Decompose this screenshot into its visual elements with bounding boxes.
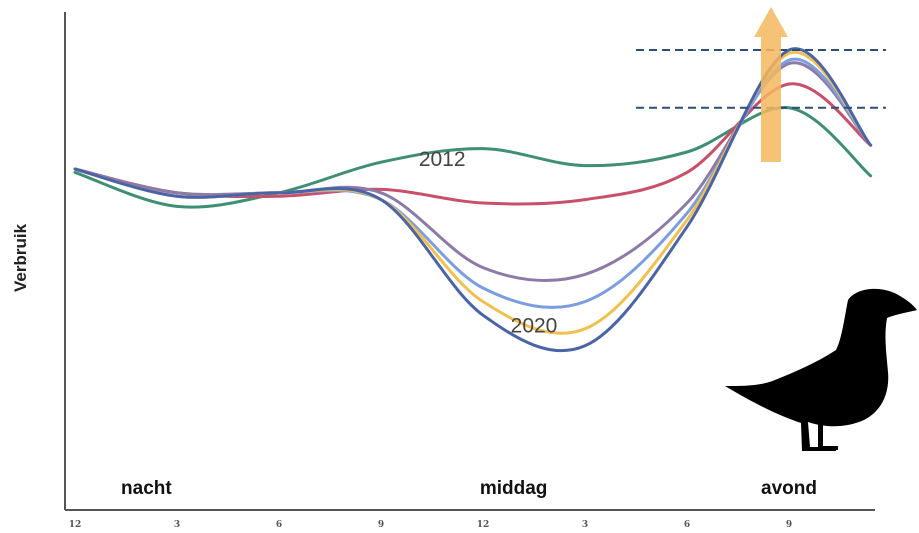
series-line-1 bbox=[73, 106, 873, 209]
x-tick-label: 9 bbox=[786, 520, 792, 530]
series-layer bbox=[73, 47, 873, 353]
year-annotation: 2020 bbox=[511, 314, 558, 337]
x-tick-label: 3 bbox=[582, 520, 588, 530]
year-annotations: 2012 2020 bbox=[419, 148, 558, 338]
up-arrow-icon bbox=[754, 7, 788, 162]
x-tick-label: 6 bbox=[684, 520, 690, 530]
series-line-4 bbox=[73, 57, 873, 309]
duck-icon bbox=[725, 288, 917, 451]
series-line-3 bbox=[73, 61, 873, 283]
period-labels: nacht middag avond bbox=[121, 478, 817, 499]
year-annotation: 2012 bbox=[419, 148, 466, 171]
x-tick-labels: 12 3 6 9 12 3 6 9 bbox=[69, 520, 792, 530]
x-tick-label: 9 bbox=[378, 520, 384, 530]
series-line-6 bbox=[73, 47, 873, 353]
x-tick-label: 6 bbox=[276, 520, 282, 530]
period-label: nacht bbox=[121, 478, 172, 499]
x-tick-label: 3 bbox=[174, 520, 180, 530]
x-tick-label: 12 bbox=[69, 520, 82, 530]
y-axis-label: Verbruik bbox=[11, 223, 30, 292]
period-label: avond bbox=[761, 478, 817, 499]
period-label: middag bbox=[480, 478, 548, 499]
x-tick-label: 12 bbox=[477, 520, 490, 530]
